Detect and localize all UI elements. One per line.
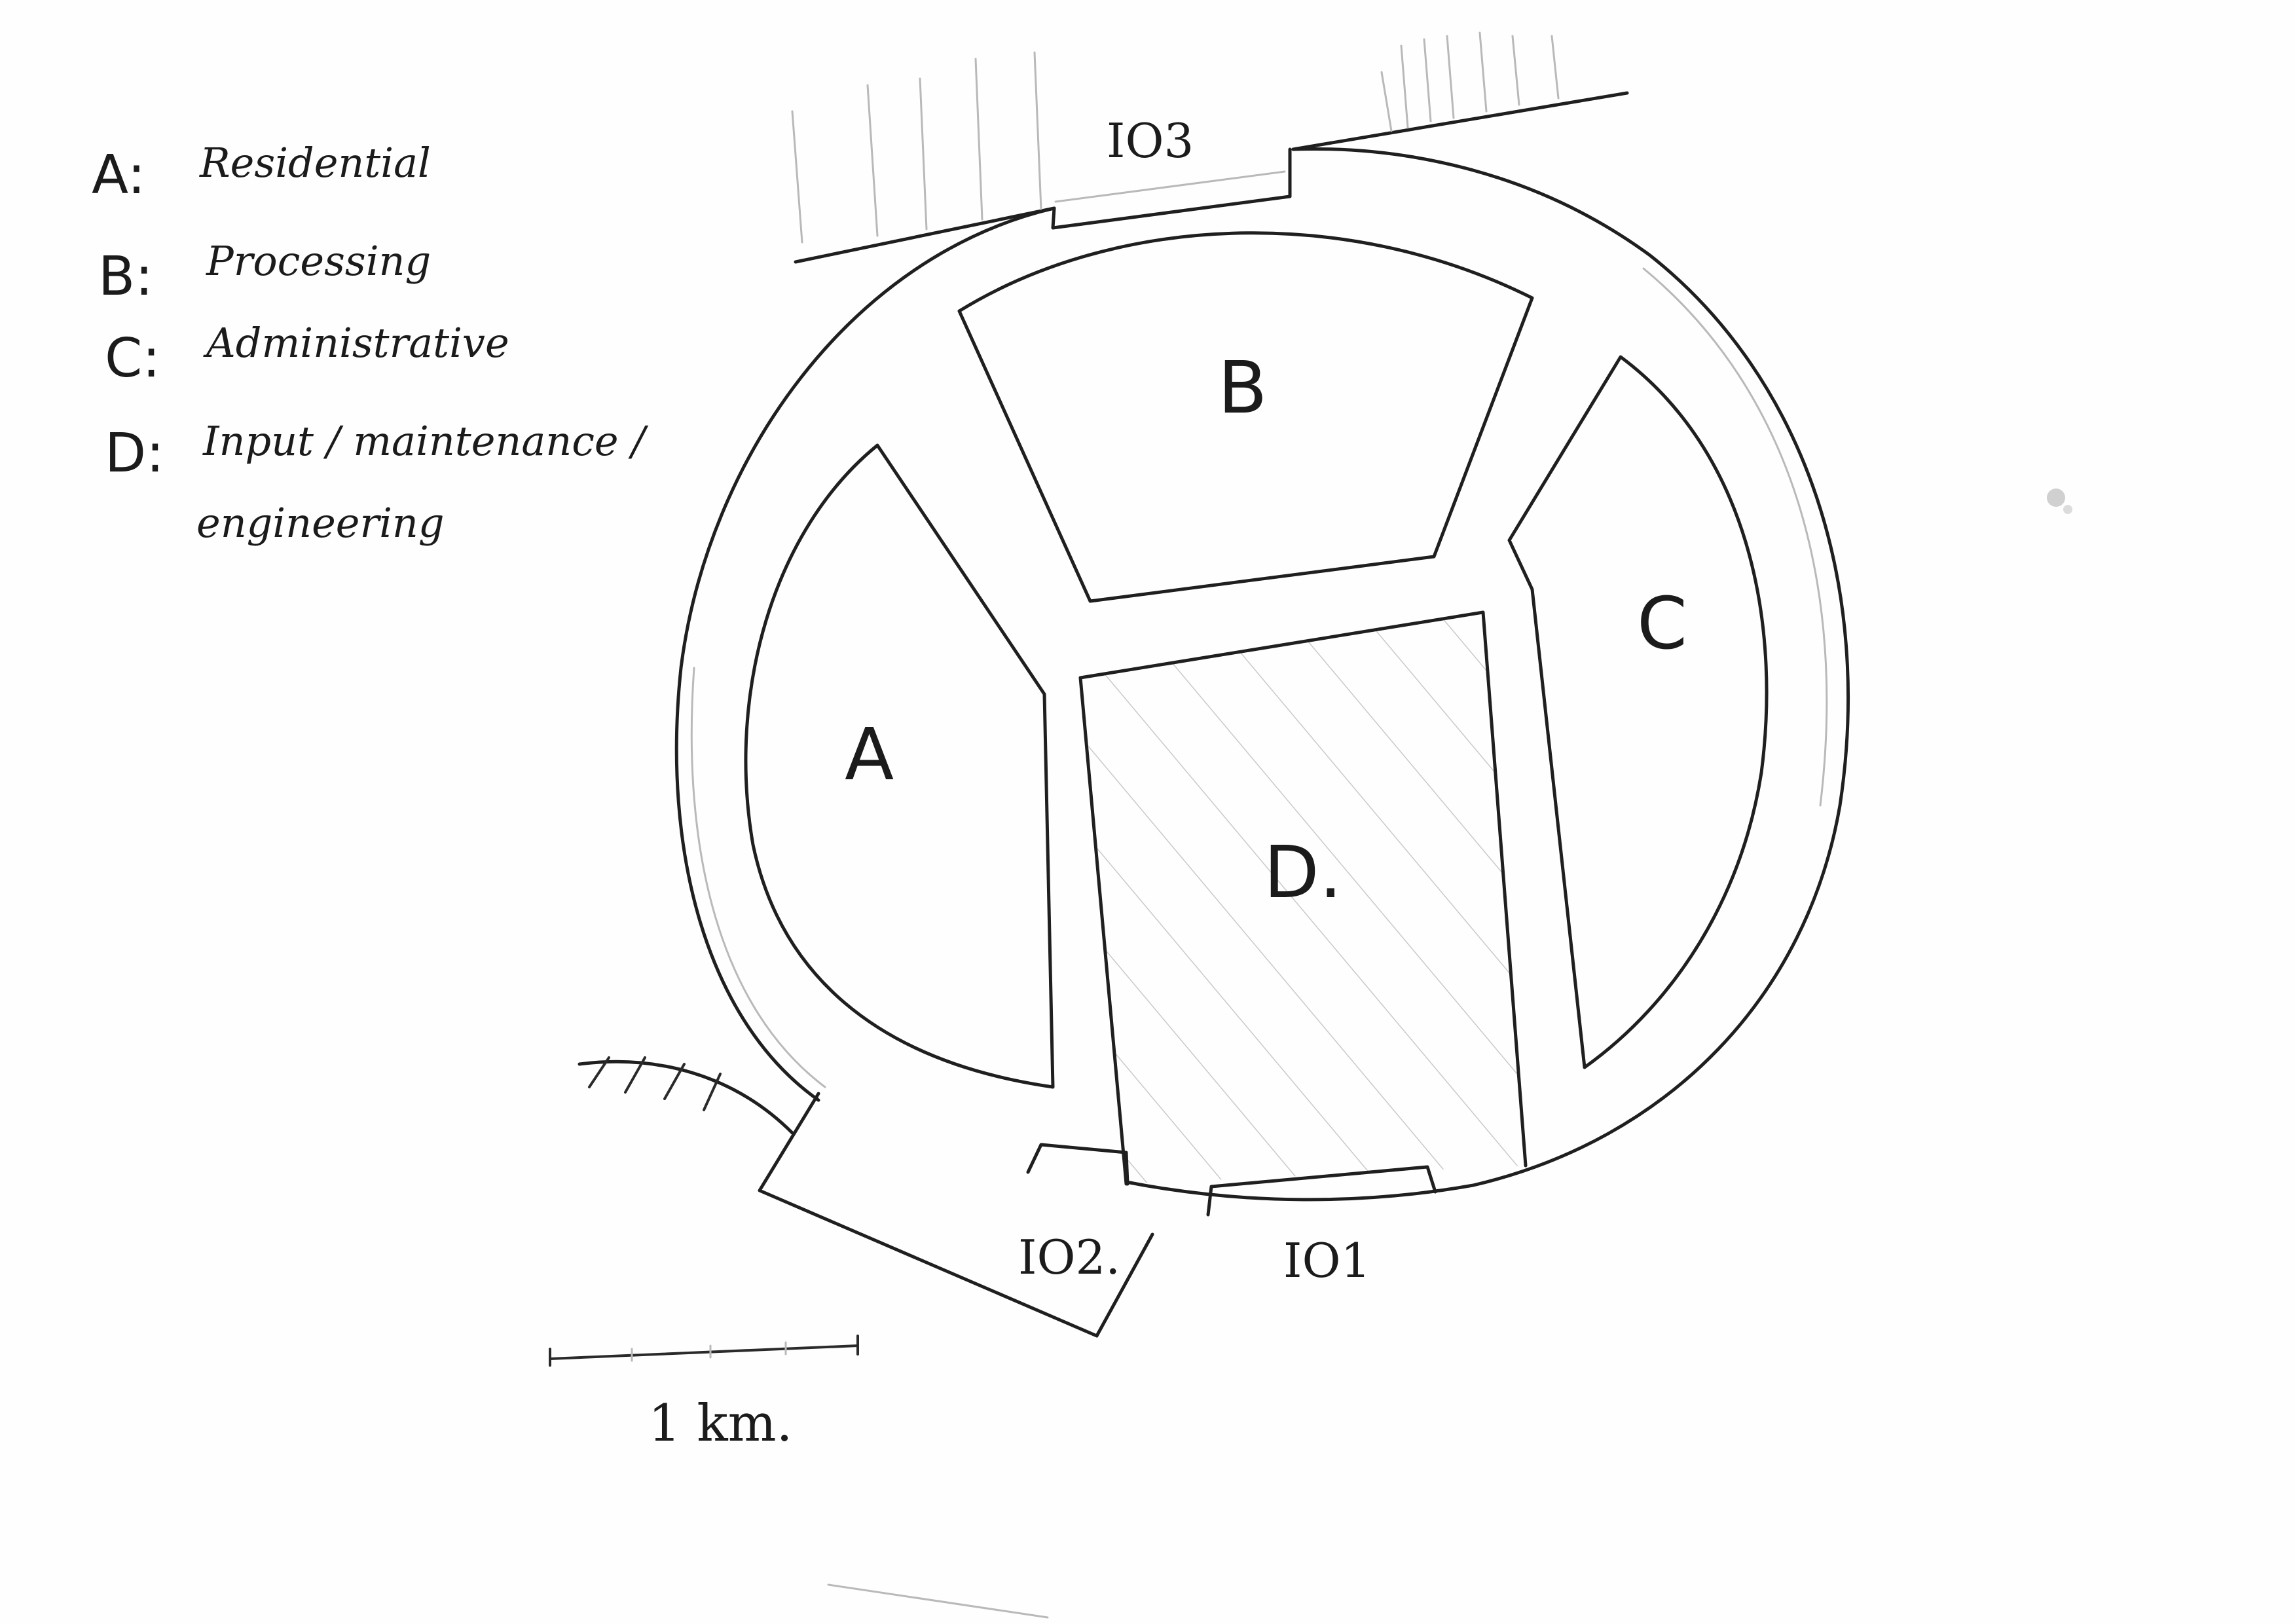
access-road-outline [758, 1092, 1154, 1338]
io1-outline [1206, 1165, 1437, 1217]
zone-c-label: C [1637, 581, 1687, 665]
zone-d-label: D. [1264, 830, 1342, 914]
gate-io1: IO1 [1206, 1165, 1437, 1288]
legend-key-a: A: [92, 144, 145, 206]
top-boundary-left-line [794, 206, 1056, 264]
zone-c-outline [1507, 355, 1769, 1069]
io1-label: IO1 [1283, 1233, 1370, 1288]
top-left-hatching [791, 51, 1042, 244]
zone-d: D. [1078, 610, 1528, 1186]
terrain-hatching [588, 1056, 722, 1111]
legend-text-d: Input / maintenance / [202, 417, 648, 465]
zone-a-label: A [845, 712, 894, 796]
top-boundary-right-line [1291, 91, 1629, 151]
zone-c: C [1507, 355, 1769, 1069]
paper-smudge [827, 489, 2072, 1619]
legend-text-a: Residential [199, 139, 431, 187]
zone-a: A [744, 443, 1055, 1089]
legend-key-b: B: [98, 246, 153, 308]
io2-label: IO2. [1018, 1230, 1120, 1285]
zone-b-outline [957, 231, 1534, 603]
legend: A: Residential B: Processing C: Administ… [92, 139, 648, 547]
top-right-hatching [1380, 31, 1560, 132]
io3-outer [1051, 147, 1292, 230]
io2-outline [1026, 1143, 1129, 1186]
perimeter-ring [674, 147, 1850, 1202]
legend-key-c: C: [105, 327, 160, 390]
io3-inner [1054, 170, 1286, 203]
io3-label: IO3 [1107, 113, 1194, 168]
gate-io3: IO3 [1051, 113, 1292, 230]
scale-bar: 1 km. [549, 1335, 859, 1453]
scale-bar-ticks [631, 1341, 787, 1362]
zone-a-outline [744, 443, 1055, 1089]
top-boundary [791, 31, 1629, 264]
legend-text-d-2: engineering [196, 499, 445, 547]
zone-d-hatching [1080, 612, 1526, 1184]
zone-d-outline [1078, 610, 1528, 1186]
gate-io2: IO2. [1018, 1143, 1129, 1285]
legend-text-b: Processing [206, 237, 431, 285]
scale-bar-ends [549, 1335, 859, 1367]
legend-key-d: D: [105, 422, 164, 485]
zone-b: B [957, 231, 1534, 603]
scale-bar-line [549, 1344, 859, 1360]
access-road [578, 1056, 1154, 1338]
terrain-line [578, 1060, 794, 1135]
paper-crease [827, 1583, 1049, 1619]
outer-ring-pencil [690, 267, 1828, 1088]
outer-ring-path [674, 147, 1850, 1202]
scale-bar-label: 1 km. [648, 1394, 792, 1453]
zone-b-label: B [1218, 346, 1267, 430]
legend-text-c: Administrative [203, 319, 509, 367]
